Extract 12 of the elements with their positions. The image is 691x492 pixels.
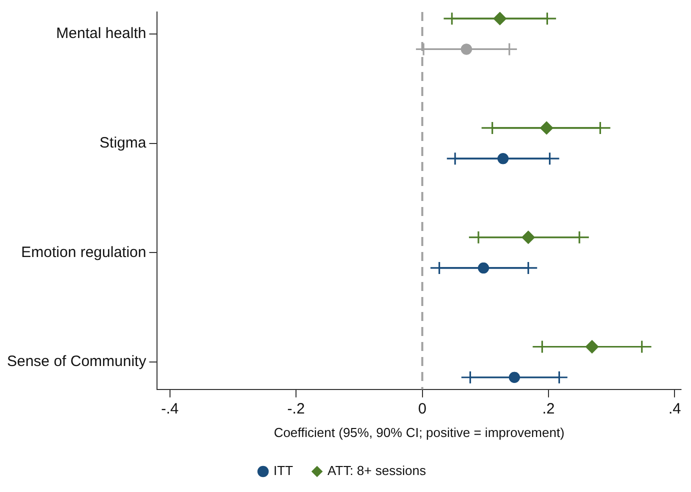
y-tick-label: Emotion regulation [21, 244, 146, 261]
x-tick-label: -.2 [287, 400, 305, 418]
y-tick-label: Sense of Community [6, 353, 147, 370]
legend-label: ATT: 8+ sessions [328, 463, 426, 478]
x-tick-label: -.4 [161, 400, 179, 418]
x-tick-label: .4 [668, 400, 681, 418]
y-tick-label: Stigma [100, 134, 147, 152]
legend-label: ITT [274, 463, 294, 478]
x-tick-label: .2 [542, 400, 555, 418]
x-tick-label: 0 [418, 400, 426, 418]
y-tick-label: Mental health [56, 25, 146, 42]
x-axis-title: Coefficient (95%, 90% CI; positive = improvement) [274, 424, 564, 440]
